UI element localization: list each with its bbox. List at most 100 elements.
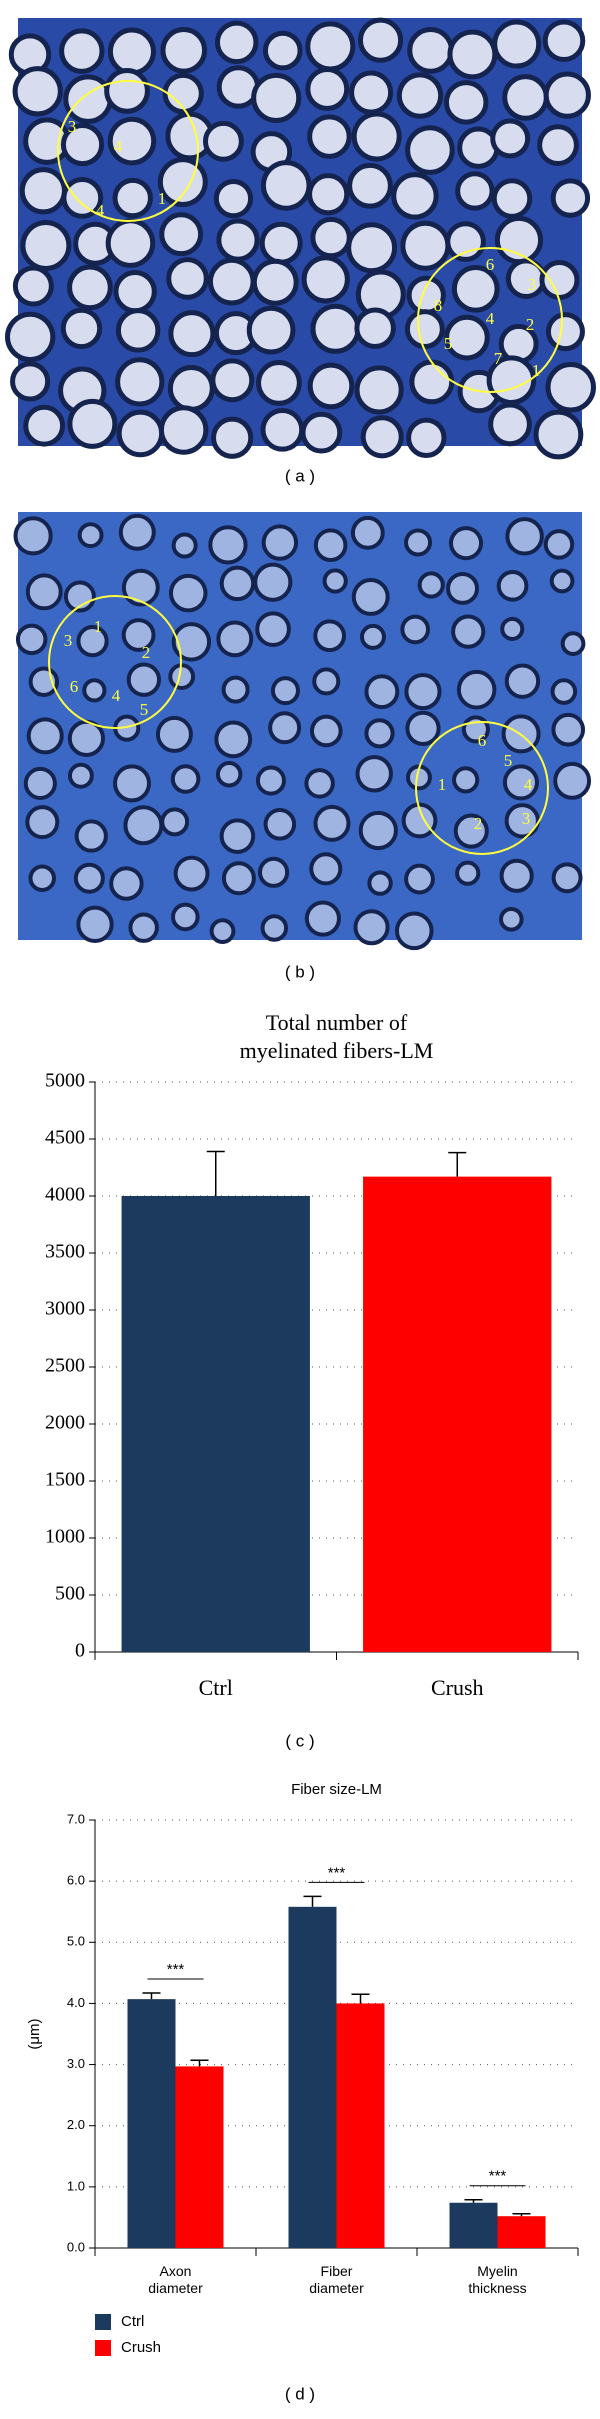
fiber <box>551 862 583 894</box>
y-tick-label: 2000 <box>45 1412 85 1434</box>
fiber <box>171 532 198 559</box>
fiber <box>545 362 596 413</box>
fiber <box>28 666 60 697</box>
fiber <box>202 120 244 162</box>
annotation-number: 5 <box>504 751 513 770</box>
fiber <box>358 810 398 851</box>
fiber <box>115 357 165 407</box>
fiber <box>309 714 343 748</box>
fiber <box>168 663 196 690</box>
x-tick-label: Crush <box>431 1675 484 1700</box>
bar <box>288 1906 337 2248</box>
fiber <box>367 870 393 896</box>
fiber <box>215 761 243 788</box>
y-axis-label: (μm) <box>26 2018 43 2049</box>
chart-title: Fiber size-LM <box>291 1781 382 1798</box>
fiber <box>173 855 210 892</box>
fiber <box>494 215 544 265</box>
fiber <box>23 766 57 801</box>
fiber <box>221 861 256 896</box>
fiber <box>553 761 592 800</box>
fiber <box>15 623 48 656</box>
fiber <box>500 616 525 641</box>
fiber <box>19 167 67 215</box>
fiber <box>23 404 66 447</box>
fiber <box>539 259 580 300</box>
annotation-number: 2 <box>474 814 483 833</box>
y-tick-label: 4.0 <box>67 1995 85 2010</box>
fiber <box>259 221 303 265</box>
fiber <box>253 562 293 602</box>
significance-label: *** <box>328 1864 346 1881</box>
micrograph-a-cells <box>4 17 596 460</box>
fiber <box>10 361 51 402</box>
fiber <box>256 360 302 406</box>
fiber <box>313 619 346 653</box>
fiber <box>262 30 303 71</box>
fiber <box>360 415 404 459</box>
fiber <box>28 864 56 892</box>
annotation-number: 5 <box>444 334 453 353</box>
fiber <box>260 160 312 211</box>
annotation-number: 1 <box>94 617 103 636</box>
fiber <box>451 614 486 649</box>
fiber <box>77 522 104 549</box>
legend-swatch <box>95 2314 111 2330</box>
fiber <box>443 80 489 125</box>
significance-label: *** <box>489 2168 507 2185</box>
fiber <box>160 27 208 74</box>
fiber <box>407 27 454 74</box>
annotation-number: 1 <box>158 189 167 208</box>
legend-swatch <box>95 2340 111 2356</box>
fiber <box>263 808 297 841</box>
fiber <box>158 405 209 455</box>
fiber <box>171 622 212 662</box>
fiber <box>301 255 350 304</box>
annotation-number: 1 <box>532 361 541 380</box>
panel-label: ( d ) <box>285 2384 315 2403</box>
fiber <box>115 308 161 353</box>
fiber <box>404 528 433 557</box>
fiber <box>257 856 290 888</box>
fiber <box>26 717 64 755</box>
fiber <box>60 122 105 167</box>
y-tick-label: 3500 <box>45 1241 85 1263</box>
fiber <box>492 19 542 69</box>
fiber <box>409 359 455 405</box>
y-tick-label: 1500 <box>45 1469 85 1491</box>
fiber <box>502 74 549 121</box>
annotation-circle <box>415 721 549 855</box>
fiber <box>394 911 434 951</box>
annotation-circle <box>57 80 199 222</box>
fiber <box>504 663 541 699</box>
fiber <box>551 712 586 747</box>
fiber <box>396 72 444 119</box>
fiber <box>550 678 578 705</box>
fiber <box>496 569 529 602</box>
fiber <box>550 178 591 218</box>
fiber <box>126 662 162 697</box>
fiber <box>359 623 386 650</box>
y-tick-label: 0 <box>75 1640 85 1662</box>
bar <box>449 2202 498 2248</box>
legend-label: Crush <box>121 2339 161 2356</box>
fiber <box>498 906 524 932</box>
fiber <box>455 860 481 886</box>
fiber <box>307 114 352 159</box>
fiber <box>304 900 341 937</box>
annotation-number: 4 <box>96 201 105 220</box>
annotation-number: 4 <box>486 309 495 328</box>
fiber <box>25 805 60 840</box>
fiber <box>260 407 305 452</box>
bar <box>127 1999 176 2248</box>
fiber <box>251 72 302 124</box>
fiber <box>246 305 296 355</box>
annotation-number: 3 <box>64 631 73 650</box>
fiber <box>207 257 256 306</box>
fiber <box>346 222 398 274</box>
fiber <box>113 764 151 803</box>
annotation-circle <box>417 247 563 393</box>
fiber <box>354 307 396 349</box>
annotation-number: 3 <box>522 809 531 828</box>
annotation-number: 4 <box>114 137 123 156</box>
